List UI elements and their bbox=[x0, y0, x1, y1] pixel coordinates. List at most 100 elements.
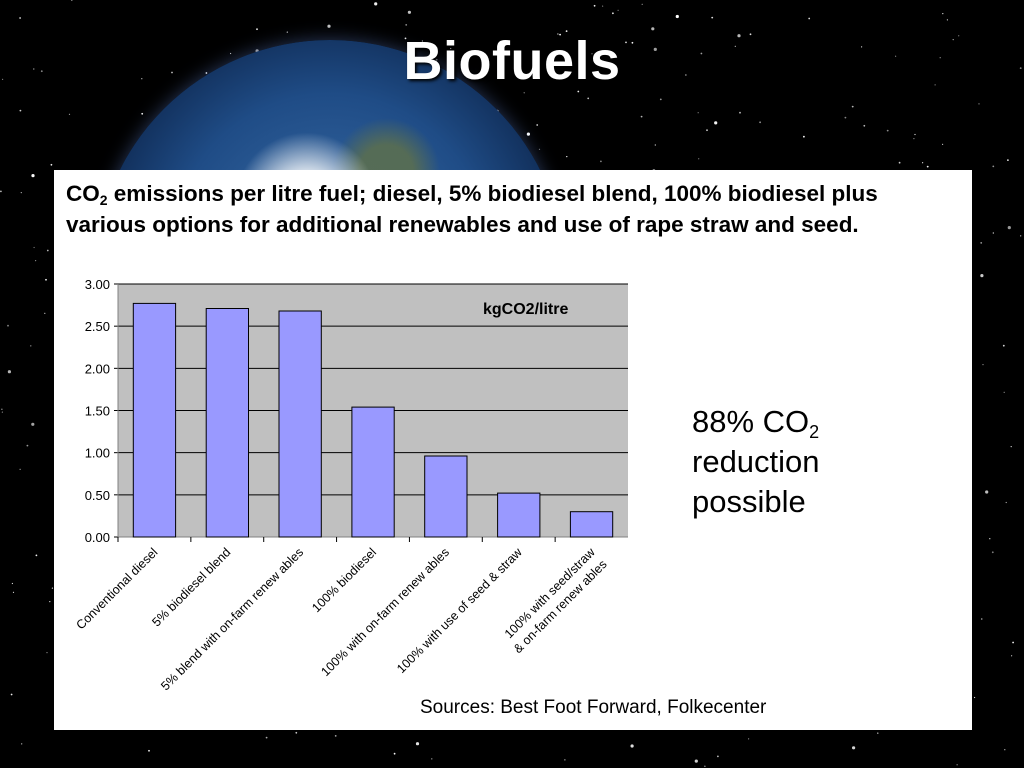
star bbox=[1003, 391, 1005, 393]
bar bbox=[497, 492, 541, 538]
star bbox=[526, 132, 531, 136]
star bbox=[1, 411, 3, 413]
star bbox=[612, 12, 614, 15]
star bbox=[602, 5, 604, 7]
star bbox=[10, 693, 13, 696]
star bbox=[759, 121, 761, 124]
y-tick-label: 2.50 bbox=[85, 319, 110, 334]
star bbox=[1, 408, 3, 410]
star bbox=[992, 232, 994, 234]
y-tick-label: 0.00 bbox=[85, 530, 110, 545]
star bbox=[35, 260, 37, 262]
star bbox=[450, 47, 452, 50]
star bbox=[704, 765, 706, 767]
star bbox=[982, 364, 984, 366]
star bbox=[685, 74, 687, 76]
x-tick-label: 100% with use of seed & straw bbox=[394, 545, 525, 676]
caption-rest: emissions per litre fuel; diesel, 5% bio… bbox=[66, 181, 878, 237]
star bbox=[19, 109, 22, 112]
star bbox=[68, 113, 71, 115]
star bbox=[706, 129, 708, 132]
bar bbox=[205, 308, 249, 538]
star bbox=[958, 35, 960, 37]
star bbox=[71, 0, 73, 1]
star bbox=[863, 124, 866, 127]
star bbox=[934, 84, 936, 86]
caption-box: CO2 emissions per litre fuel; diesel, 5%… bbox=[54, 170, 972, 272]
star bbox=[974, 696, 976, 699]
star bbox=[1019, 67, 1022, 69]
star bbox=[698, 158, 700, 160]
star bbox=[803, 135, 805, 138]
y-tick-label: 2.00 bbox=[85, 361, 110, 376]
star bbox=[625, 41, 627, 44]
star bbox=[407, 10, 411, 14]
y-tick-label: 3.00 bbox=[85, 277, 110, 292]
star bbox=[844, 116, 847, 119]
x-tick-label: 100% with on-farm renew ables bbox=[318, 545, 452, 679]
star bbox=[980, 274, 984, 278]
star bbox=[31, 422, 35, 426]
star bbox=[141, 78, 143, 80]
star bbox=[946, 19, 949, 21]
star bbox=[435, 58, 438, 61]
star bbox=[559, 33, 561, 36]
star bbox=[886, 129, 889, 132]
star bbox=[1007, 159, 1009, 162]
bar bbox=[278, 310, 322, 538]
star bbox=[654, 144, 656, 146]
star bbox=[978, 103, 980, 105]
star bbox=[564, 759, 566, 761]
sources-note: Sources: Best Foot Forward, Folkecenter bbox=[420, 697, 767, 718]
star bbox=[26, 444, 29, 447]
reduction-callout: 88% CO2 reduction possible bbox=[692, 402, 922, 522]
star bbox=[12, 591, 15, 594]
star bbox=[49, 601, 51, 603]
star bbox=[711, 16, 714, 19]
star bbox=[939, 57, 941, 59]
star bbox=[20, 192, 22, 194]
star bbox=[577, 90, 580, 93]
star bbox=[591, 53, 593, 55]
star bbox=[641, 3, 643, 5]
star bbox=[597, 51, 600, 54]
star bbox=[50, 163, 53, 166]
star bbox=[1004, 749, 1006, 751]
star bbox=[11, 582, 13, 585]
star bbox=[877, 732, 879, 734]
callout-line-1: 88% CO2 bbox=[692, 402, 922, 442]
star bbox=[651, 27, 655, 31]
star bbox=[956, 764, 958, 766]
star bbox=[415, 742, 420, 746]
star bbox=[7, 324, 9, 327]
bar bbox=[424, 455, 468, 538]
star bbox=[0, 190, 2, 193]
star bbox=[148, 749, 150, 752]
star bbox=[40, 70, 43, 73]
star bbox=[31, 174, 35, 178]
bar bbox=[569, 511, 614, 538]
chart-panel: 0.00 0.50 1.00 1.50 2.00 2.50 3.00 kgCO2/litre C… bbox=[54, 272, 972, 730]
bar-chart: 0.00 0.50 1.00 1.50 2.00 2.50 3.00 kgCO2/litre C… bbox=[73, 277, 628, 693]
star bbox=[30, 345, 32, 347]
star bbox=[46, 249, 49, 252]
star bbox=[44, 312, 46, 314]
star bbox=[630, 744, 634, 748]
slide-title: Biofuels bbox=[403, 31, 621, 91]
star bbox=[942, 13, 944, 15]
star bbox=[593, 57, 595, 59]
star bbox=[861, 46, 863, 48]
caption-text: CO2 emissions per litre fuel; diesel, 5%… bbox=[66, 178, 960, 240]
star bbox=[51, 587, 54, 589]
bar bbox=[351, 406, 395, 538]
callout-line-2: reduction bbox=[692, 444, 820, 479]
bar bbox=[132, 302, 177, 538]
star bbox=[640, 115, 643, 118]
star bbox=[734, 45, 736, 47]
star bbox=[557, 33, 559, 35]
star bbox=[980, 242, 983, 244]
star bbox=[536, 124, 539, 126]
star bbox=[405, 24, 408, 26]
star bbox=[265, 736, 268, 739]
star bbox=[694, 759, 698, 763]
